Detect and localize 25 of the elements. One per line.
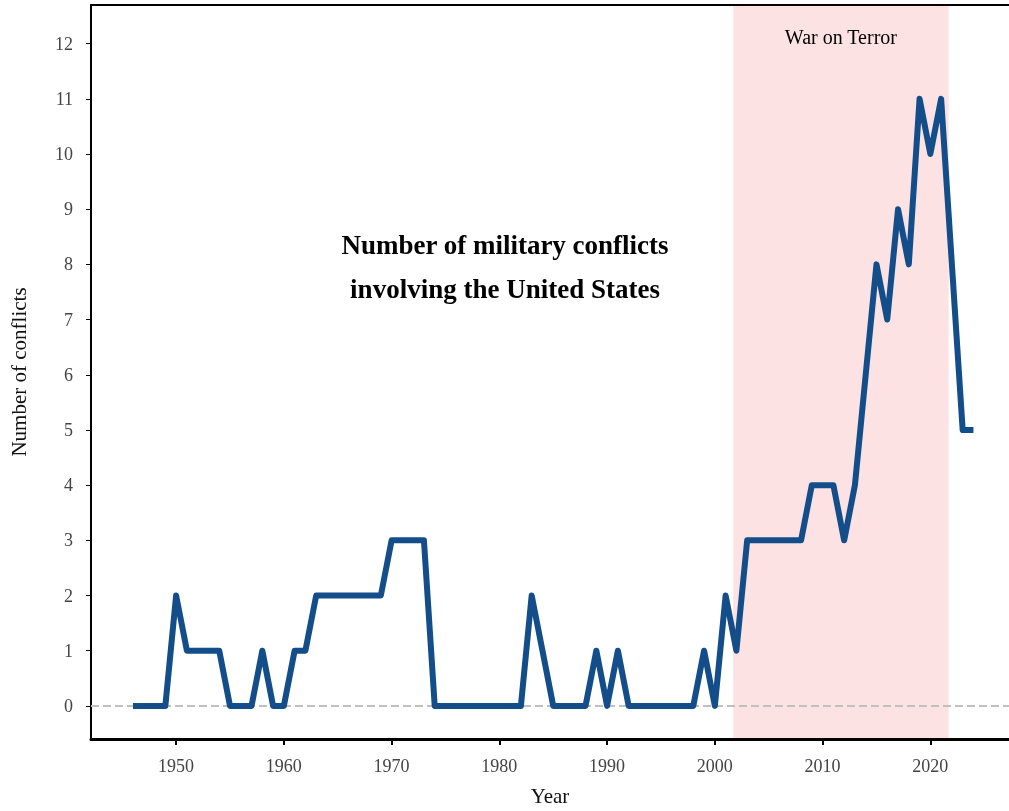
y-tick-label: 8 — [64, 254, 73, 275]
y-tick-label: 6 — [64, 364, 73, 385]
y-axis-title: Number of conflicts — [6, 287, 31, 457]
y-tick-label: 12 — [55, 33, 73, 54]
y-tick-label: 7 — [64, 309, 73, 330]
x-tick-label: 2000 — [696, 756, 733, 776]
band-label: War on Terror — [784, 26, 898, 48]
x-tick-label: 1950 — [158, 756, 195, 776]
y-tick-label: 2 — [64, 585, 73, 606]
x-tick-label: 2010 — [804, 756, 841, 776]
x-tick-label: 1970 — [373, 756, 410, 776]
x-axis-title: Year — [530, 783, 570, 808]
y-tick-label: 1 — [64, 640, 73, 661]
y-tick-label: 5 — [64, 419, 73, 440]
y-tick-label: 3 — [64, 530, 73, 551]
y-tick-label: 0 — [64, 695, 73, 716]
y-tick-label: 11 — [55, 88, 73, 109]
x-tick-label: 2020 — [912, 756, 949, 776]
x-tick-label: 1980 — [481, 756, 518, 776]
x-tick-label: 1990 — [589, 756, 626, 776]
y-tick-label: 9 — [64, 199, 73, 220]
x-tick-label: 1960 — [265, 756, 302, 776]
y-tick-label: 10 — [55, 144, 73, 165]
text: Number of military conflicts involving the United States — [341, 230, 669, 304]
y-tick-label: 4 — [64, 475, 73, 496]
